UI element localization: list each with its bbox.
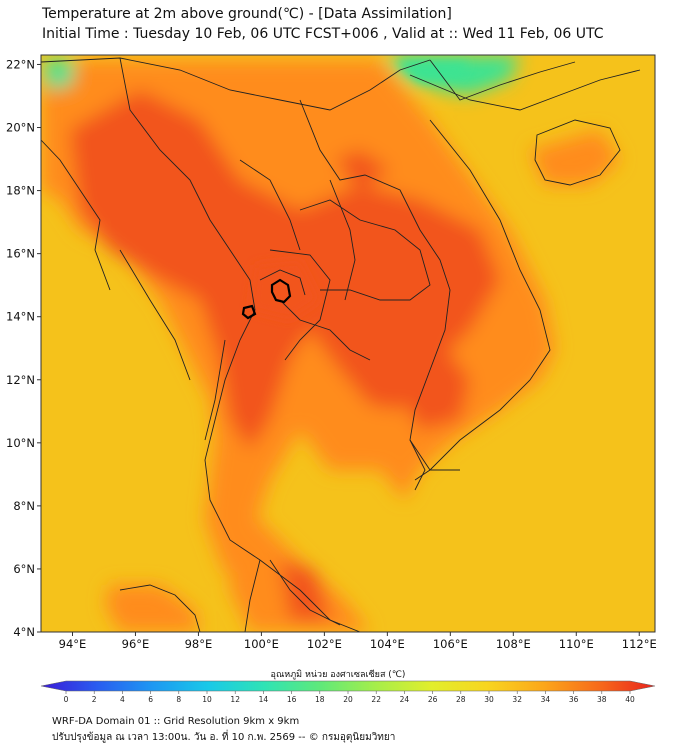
latitude-axis: 22°N 20°N 18°N 16°N 14°N 12°N 10°N 8°N 6°N 4°N (6, 57, 41, 639)
lat-tick-label: 18°N (6, 184, 35, 198)
lat-tick-label: 8°N (13, 499, 35, 513)
footer-credit: ปรับปรุงข้อมูล ณ เวลา 13:00น. วัน อ. ที่… (52, 732, 396, 743)
colorbar-tick-label: 4 (120, 695, 125, 704)
colorbar-tick-label: 22 (371, 695, 381, 704)
colorbar-tick-label: 16 (287, 695, 297, 704)
lon-tick-label: 106°E (433, 637, 468, 651)
colorbar-tick-label: 2 (92, 695, 97, 704)
map-frame (40, 54, 656, 633)
colorbar-tick-label: 26 (428, 695, 438, 704)
lat-tick-label: 6°N (13, 562, 35, 576)
lon-tick-label: 98°E (185, 637, 213, 651)
lat-tick-label: 14°N (6, 310, 35, 324)
colorbar-tick-label: 8 (176, 695, 181, 704)
colorbar-tick-label: 30 (484, 695, 494, 704)
map-title: Temperature at 2m above ground(℃) - [Dat… (42, 6, 452, 22)
lon-tick-label: 94°E (59, 637, 87, 651)
colorbar-tick-label: 14 (259, 695, 269, 704)
lat-tick-label: 10°N (6, 436, 35, 450)
colorbar-tick-label: 20 (343, 695, 353, 704)
lon-tick-label: 104°E (370, 637, 405, 651)
lon-tick-label: 108°E (496, 637, 531, 651)
colorbar-tick-label: 28 (456, 695, 466, 704)
lat-tick-label: 12°N (6, 373, 35, 387)
country-borders (41, 57, 641, 632)
colorbar-tick-label: 24 (400, 695, 410, 704)
colorbar-tick-label: 36 (569, 695, 579, 704)
colorbar-tick-label: 38 (597, 695, 607, 704)
colorbar-tick-label: 18 (315, 695, 325, 704)
colorbar-tick-label: 34 (541, 695, 551, 704)
max-temperature-contour (241, 278, 292, 320)
colorbar-title: อุณหภูมิ หน่วย องศาเซลเซียส (℃) (270, 670, 406, 680)
colorbar-tick-label: 0 (64, 695, 69, 704)
colorbar-tick-label: 10 (202, 695, 212, 704)
lat-tick-label: 16°N (6, 247, 35, 261)
lon-tick-label: 102°E (307, 637, 342, 651)
colorbar-tick-label: 32 (512, 695, 522, 704)
lon-tick-label: 100°E (244, 637, 279, 651)
temperature-field (41, 55, 655, 632)
colorbar-tick-label: 40 (625, 695, 635, 704)
lat-tick-label: 22°N (6, 57, 35, 71)
colorbar-tick-label: 12 (230, 695, 240, 704)
lon-tick-label: 110°E (559, 637, 594, 651)
lon-tick-label: 96°E (122, 637, 150, 651)
lat-tick-label: 4°N (13, 625, 35, 639)
longitude-axis: 94°E 96°E 98°E 100°E 102°E 104°E 106°E 108°E 110… (59, 632, 657, 651)
lat-tick-label: 20°N (6, 121, 35, 135)
colorbar: 0 2 4 6 8 10 12 14 16 18 20 22 24 26 28 30 32 34 36 38 40 (40, 680, 656, 704)
colorbar-tick-label: 6 (148, 695, 153, 704)
map-subtitle: Initial Time : Tuesday 10 Feb, 06 UTC FC… (42, 26, 604, 42)
lon-tick-label: 112°E (622, 637, 657, 651)
colorbar-gradient (40, 680, 656, 692)
footer-model-info: WRF-DA Domain 01 :: Grid Resolution 9km … (52, 716, 300, 727)
